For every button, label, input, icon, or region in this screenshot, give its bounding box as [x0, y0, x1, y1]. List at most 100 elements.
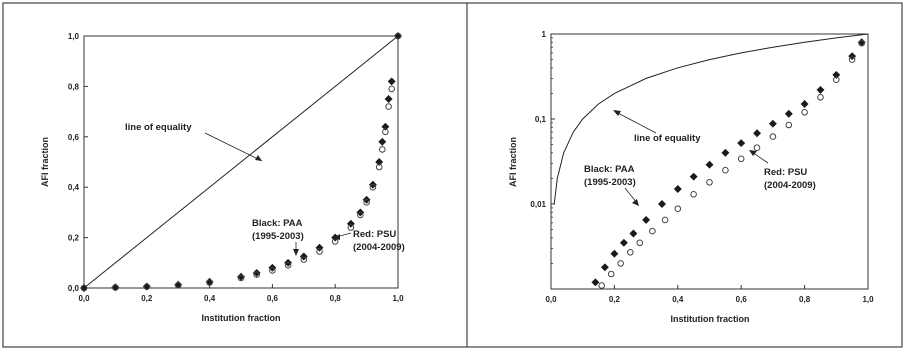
y-tick-label: 0,4 [68, 183, 80, 192]
annotation-black-label: Black: PAA [584, 164, 635, 175]
data-point-red [379, 146, 386, 153]
data-point-red [817, 94, 824, 101]
data-series [80, 32, 402, 292]
data-point-black [375, 158, 384, 166]
red-arrowhead [333, 234, 340, 240]
data-point-red [833, 76, 840, 83]
y-tick-label: 0,01 [530, 200, 546, 209]
series-line-of-equality [553, 33, 869, 205]
black-arrowhead [293, 249, 299, 256]
x-tick-label: 1,0 [392, 294, 404, 303]
data-point-black [658, 200, 666, 208]
data-point-black [721, 148, 730, 157]
equality-arrowhead [613, 110, 621, 116]
x-tick-label: 0,2 [609, 295, 621, 304]
data-point-red [300, 256, 308, 263]
data-point-red [357, 211, 364, 219]
equality-arrowhead [255, 155, 262, 161]
data-point-red [316, 248, 323, 255]
data-point-red [636, 239, 644, 247]
data-point-black [237, 272, 245, 281]
annotation-black-years: (1995-2003) [252, 231, 304, 242]
y-axis-label: AFI fraction [40, 137, 50, 187]
y-tick-label: 0,6 [68, 133, 80, 142]
data-point-red [112, 284, 119, 291]
data-point-black [753, 129, 762, 138]
annotation-black-label: Black: PAA [252, 218, 303, 229]
data-point-black [591, 278, 600, 287]
y-tick-label: 0,2 [68, 234, 80, 243]
x-tick-labels: 0,0 0,2 0,4 0,6 0,8 1,0 [545, 285, 874, 304]
y-tick-labels: 0,01 0,1 1 [530, 30, 555, 264]
x-tick-label: 0,6 [267, 294, 279, 303]
data-point-black [705, 160, 714, 169]
data-point-red [363, 199, 370, 206]
data-point-red [80, 284, 88, 292]
data-point-red [394, 32, 402, 40]
data-point-red [237, 274, 245, 282]
plot-area [550, 33, 869, 290]
y-tick-label: 1 [542, 30, 547, 39]
data-point-black [768, 119, 777, 128]
x-tick-label: 0,8 [799, 295, 811, 304]
annotation-red-years: (2004-2009) [764, 180, 816, 191]
x-tick-label: 0,2 [141, 294, 153, 303]
x-tick-label: 0,4 [204, 294, 216, 303]
data-point-red [269, 267, 276, 274]
data-point-red [858, 39, 866, 47]
data-point-red [706, 179, 713, 186]
x-tick-label: 0,0 [545, 295, 557, 304]
data-point-red [848, 56, 856, 63]
red-arrowhead [749, 150, 757, 156]
annotation-line-of-equality: line of equality [125, 122, 192, 133]
y-axis-label: AFI fraction [508, 137, 518, 187]
y-tick-label: 0,8 [68, 82, 80, 91]
data-point-red [617, 260, 625, 267]
annotation-red-label: Red: PSU [764, 167, 807, 178]
data-point-red [753, 144, 761, 151]
data-point-black [610, 249, 619, 258]
data-point-red [627, 249, 634, 256]
data-point-black [737, 139, 746, 148]
data-point-red [347, 224, 355, 231]
data-point-red [385, 103, 392, 110]
annotation-line-of-equality: line of equality [634, 133, 701, 144]
data-point-black [252, 268, 261, 277]
data-point-red [801, 109, 808, 116]
data-point-red [143, 283, 151, 291]
black-arrow [624, 187, 638, 204]
data-point-red [369, 183, 377, 191]
data-point-black [378, 137, 387, 146]
x-axis-label: Institution fraction [202, 313, 281, 323]
data-point-red [607, 270, 615, 278]
x-axis-label: Institution fraction [671, 314, 750, 324]
x-tick-label: 0,6 [736, 295, 748, 304]
data-point-red [737, 155, 745, 163]
data-point-red [661, 216, 669, 224]
x-tick-label: 0,8 [330, 294, 342, 303]
equality-arrow [204, 132, 263, 162]
data-point-black [629, 229, 638, 238]
y-tick-label: 0,1 [535, 115, 547, 124]
equality-arrow [615, 111, 657, 134]
data-point-red [785, 121, 793, 129]
data-point-red [375, 163, 383, 171]
annotation-black-years: (1995-2003) [584, 177, 636, 188]
data-point-red [598, 282, 606, 289]
linear-chart-panel: 0,0 0,2 0,4 0,6 0,8 1,0 0,0 0,2 0,4 0,6 0,8 1,0 In… [40, 32, 405, 323]
x-tick-label: 0,4 [672, 295, 684, 304]
data-point-red [382, 128, 389, 136]
data-point-red [674, 205, 682, 212]
x-tick-label: 1,0 [862, 295, 874, 304]
data-point-red [284, 262, 292, 269]
data-point-black [600, 263, 609, 272]
data-point-red [174, 281, 182, 289]
black-arrowhead [632, 199, 639, 206]
data-point-black [619, 238, 628, 247]
data-point-red [722, 166, 729, 174]
annotation-red-label: Red: PSU [353, 229, 396, 240]
data-point-red [690, 191, 697, 198]
x-tick-labels: 0,0 0,2 0,4 0,6 0,8 1,0 [78, 284, 404, 303]
